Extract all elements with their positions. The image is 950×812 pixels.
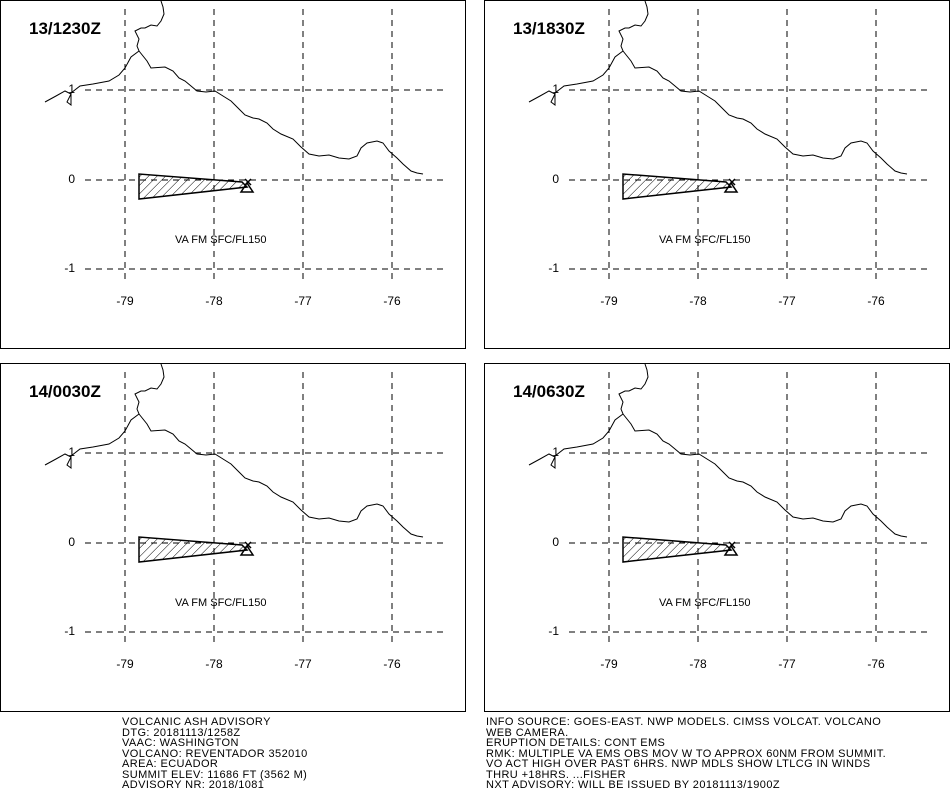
advisory-line: VAAC: WASHINGTON	[122, 737, 239, 749]
volcano-icon	[239, 544, 255, 556]
ash-cloud-polygon	[138, 173, 249, 200]
volcano-icon	[723, 544, 739, 556]
lat-tick-label: -1	[548, 261, 559, 275]
lon-tick-label: -76	[383, 657, 401, 671]
ash-cloud-polygon	[138, 536, 249, 563]
map-panel-3: 14/0030Z VA FM SFC/FL150 1 0 -1 -79 -78 -77 -7…	[0, 363, 466, 712]
info-line: NXT ADVISORY: WILL BE ISSUED BY 20181113…	[486, 779, 780, 791]
panel-time: 14/0030Z	[29, 382, 101, 401]
lon-tick-label: -78	[205, 294, 223, 308]
lon-tick-label: -77	[778, 657, 796, 671]
va-label: VA FM SFC/FL150	[659, 597, 751, 609]
va-label: VA FM SFC/FL150	[175, 234, 267, 246]
lat-tick-label: 1	[68, 445, 75, 459]
lon-tick-label: -78	[205, 657, 223, 671]
border-line	[622, 413, 908, 538]
border-line	[44, 1, 165, 106]
map-canvas	[528, 364, 927, 642]
lon-tick-label: -76	[383, 294, 401, 308]
info-line: RMK: MULTIPLE VA EMS OBS MOV W TO APPROX…	[486, 747, 887, 760]
lon-tick-label: -79	[600, 294, 618, 308]
volcano-icon	[239, 181, 255, 193]
va-label: VA FM SFC/FL150	[659, 234, 751, 246]
lat-tick-label: 0	[68, 172, 75, 186]
border-line	[528, 1, 649, 106]
info-line: ERUPTION DETAILS: CONT EMS	[486, 737, 666, 749]
info-line: WEB CAMERA.	[486, 726, 569, 739]
map-panel-4: 14/0630Z VA FM SFC/FL150 1 0 -1 -79 -78 -77 -7…	[484, 363, 950, 712]
border-line	[622, 50, 908, 175]
map-canvas	[528, 1, 927, 279]
lat-tick-label: -1	[64, 624, 75, 638]
advisory-line: VOLCANO: REVENTADOR 352010	[122, 747, 308, 760]
ash-cloud-polygon	[622, 536, 733, 563]
info-line: THRU +18HRS. ...FISHER	[486, 768, 626, 781]
panel-time: 13/1830Z	[513, 19, 585, 38]
lon-tick-label: -79	[116, 657, 134, 671]
advisory-line: DTG: 20181113/1258Z	[122, 726, 241, 739]
lat-tick-label: 0	[552, 535, 559, 549]
border-line	[138, 413, 424, 538]
lon-tick-label: -77	[294, 294, 312, 308]
advisory-line: AREA: ECUADOR	[122, 758, 219, 770]
lon-tick-label: -76	[867, 294, 885, 308]
advisory-block: VOLCANIC ASH ADVISORY DTG: 20181113/1258…	[122, 717, 308, 791]
lat-tick-label: -1	[548, 624, 559, 638]
lat-tick-label: 0	[552, 172, 559, 186]
border-line	[528, 364, 649, 469]
lat-tick-label: 1	[552, 445, 559, 459]
map-panel-2: 13/1830Z VA FM SFC/FL150 1 0 -1 -79 -78 -77 -7…	[484, 0, 950, 349]
panel-time: 14/0630Z	[513, 382, 585, 401]
lat-tick-label: 0	[68, 535, 75, 549]
lon-tick-label: -76	[867, 657, 885, 671]
advisory-line: VOLCANIC ASH ADVISORY	[122, 716, 271, 728]
lon-tick-label: -78	[689, 294, 707, 308]
panel-time: 13/1230Z	[29, 19, 101, 38]
volcano-icon	[723, 181, 739, 193]
lon-tick-label: -78	[689, 657, 707, 671]
map-panel-1: 13/1230Z VA FM SFC/FL150 1 0 -1 -79 -78 -77 -7…	[0, 0, 466, 349]
map-canvas	[44, 364, 443, 642]
border-line	[138, 50, 424, 175]
advisory-line: ADVISORY NR: 2018/1081	[122, 779, 265, 791]
lat-tick-label: 1	[68, 82, 75, 96]
advisory-line: SUMMIT ELEV: 11686 FT (3562 M)	[122, 768, 308, 781]
va-label: VA FM SFC/FL150	[175, 597, 267, 609]
info-block: INFO SOURCE: GOES-EAST. NWP MODELS. CIMS…	[486, 717, 886, 791]
border-line	[44, 364, 165, 469]
lat-tick-label: -1	[64, 261, 75, 275]
lon-tick-label: -77	[778, 294, 796, 308]
info-line: INFO SOURCE: GOES-EAST. NWP MODELS. CIMS…	[486, 716, 882, 728]
map-canvas	[44, 1, 443, 279]
lon-tick-label: -77	[294, 657, 312, 671]
lon-tick-label: -79	[116, 294, 134, 308]
info-line: VO ACT HIGH OVER PAST 6HRS. NWP MDLS SHO…	[486, 758, 871, 770]
lon-tick-label: -79	[600, 657, 618, 671]
lat-tick-label: 1	[552, 82, 559, 96]
ash-cloud-polygon	[622, 173, 733, 200]
